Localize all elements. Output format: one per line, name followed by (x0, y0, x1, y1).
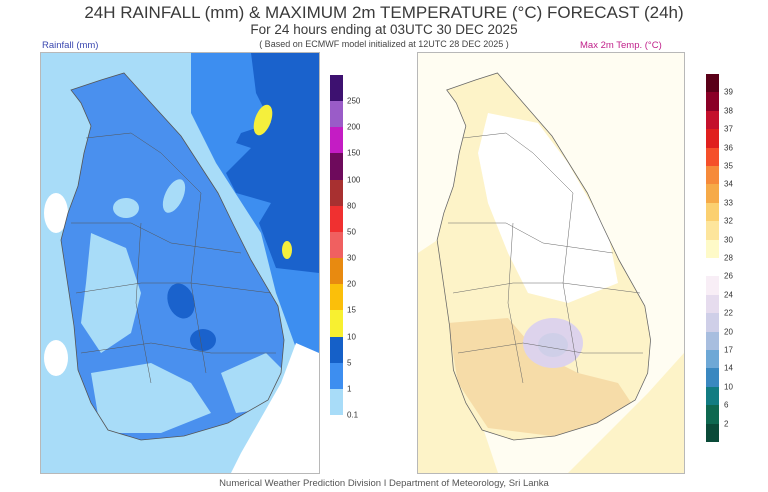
rainfall-map-label: Rainfall (mm) (42, 40, 99, 51)
colorbar-tick-label: 6 (724, 400, 729, 410)
colorbar-segment (706, 239, 719, 259)
temp-26-28-area (478, 113, 618, 303)
colorbar-tick-label: 22 (724, 308, 733, 318)
colorbar-tick-label: 50 (347, 227, 356, 237)
colorbar-tick-label: 35 (724, 161, 733, 171)
colorbar-tick-label: 10 (347, 332, 356, 342)
no-rain-area (231, 343, 319, 473)
colorbar-tick-label: 2 (724, 419, 729, 429)
model-basis: ( Based on ECMWF model initialized at 12… (259, 39, 509, 49)
colorbar-tick-label: 28 (724, 253, 733, 263)
no-rain-area (44, 340, 68, 376)
colorbar-segment (330, 179, 343, 207)
colorbar-segment (706, 423, 719, 443)
rainfall-colorbar (330, 75, 343, 416)
colorbar-tick-label: 34 (724, 179, 733, 189)
colorbar-tick-label: 20 (724, 327, 733, 337)
colorbar-tick-label: 20 (347, 279, 356, 289)
colorbar-tick-label: 37 (724, 124, 733, 134)
colorbar-segment (330, 310, 343, 338)
district-boundaries (448, 132, 643, 384)
colorbar-segment (330, 231, 343, 259)
colorbar-segment (706, 386, 719, 406)
temp-30-32-area (448, 318, 638, 438)
rain-5-10-patch (190, 329, 216, 351)
colorbar-tick-label: 15 (347, 305, 356, 315)
colorbar-segment (330, 388, 343, 416)
colorbar-segment (330, 284, 343, 311)
colorbar-tick-label: 1 (347, 384, 352, 394)
colorbar-segment (706, 74, 719, 93)
rain-light-patch (113, 198, 139, 218)
colorbar-segment (706, 184, 719, 204)
colorbar-segment (706, 129, 719, 149)
colorbar-tick-label: 39 (724, 87, 733, 97)
colorbar-segment (706, 331, 719, 351)
colorbar-segment (330, 258, 343, 285)
rain-10-15-patch (282, 241, 292, 259)
colorbar-tick-label: 150 (347, 148, 361, 158)
colorbar-tick-label: 200 (347, 122, 361, 132)
temperature-map-label: Max 2m Temp. (°C) (580, 40, 662, 51)
colorbar-segment (706, 92, 719, 112)
colorbar-segment (706, 368, 719, 388)
colorbar-tick-label: 250 (347, 96, 361, 106)
colorbar-segment (330, 205, 343, 233)
rain-10-15-patch (253, 104, 273, 136)
colorbar-segment (330, 127, 343, 154)
temperature-map (417, 52, 685, 474)
colorbar-tick-label: 80 (347, 201, 356, 211)
colorbar-segment (706, 202, 719, 222)
page-title: 24H RAINFALL (mm) & MAXIMUM 2m TEMPERATU… (84, 3, 684, 22)
colorbar-segment (706, 350, 719, 369)
colorbar-tick-label: 100 (347, 175, 361, 185)
colorbar-tick-label: 24 (724, 290, 733, 300)
colorbar-tick-label: 36 (724, 143, 733, 153)
colorbar-tick-label: 32 (724, 216, 733, 226)
temp-28-30-area (568, 353, 684, 473)
colorbar-segment (330, 101, 343, 128)
colorbar-segment (706, 147, 719, 167)
temp-20-22-area (538, 333, 568, 357)
colorbar-segment (706, 166, 719, 185)
colorbar-segment (330, 362, 343, 390)
rain-5-10-patch (167, 283, 195, 319)
rainfall-map (40, 52, 320, 474)
rain-light-patch (162, 179, 186, 213)
colorbar-segment (330, 75, 343, 102)
colorbar-segment (330, 336, 343, 364)
colorbar-tick-label: 10 (724, 382, 733, 392)
rain-ocean-heavy (226, 53, 319, 273)
colorbar-tick-label: 14 (724, 363, 733, 373)
colorbar-tick-label: 38 (724, 106, 733, 116)
forecast-period: For 24 hours ending at 03UTC 30 DEC 2025 (250, 22, 518, 37)
colorbar-tick-label: 26 (724, 271, 733, 281)
colorbar-segment (706, 110, 719, 130)
district-boundaries (71, 132, 276, 384)
colorbar-segment (706, 258, 719, 277)
colorbar-segment (706, 294, 719, 314)
no-rain-area (44, 193, 68, 233)
colorbar-segment (330, 153, 343, 181)
colorbar-tick-label: 33 (724, 198, 733, 208)
colorbar-tick-label: 30 (347, 253, 356, 263)
rain-light-patch (81, 233, 141, 353)
temperature-map-svg (418, 53, 684, 473)
colorbar-tick-label: 5 (347, 358, 352, 368)
colorbar-segment (706, 405, 719, 425)
colorbar-segment (706, 221, 719, 241)
rain-light-patch (91, 363, 211, 433)
colorbar-segment (706, 313, 719, 333)
island-outline (436, 72, 651, 441)
rainfall-map-svg (41, 53, 319, 473)
colorbar-tick-label: 0.1 (347, 410, 359, 420)
footer-credit: Numerical Weather Prediction Division I … (219, 478, 549, 489)
temperature-colorbar (706, 74, 719, 443)
colorbar-segment (706, 276, 719, 296)
colorbar-tick-label: 30 (724, 235, 733, 245)
colorbar-tick-label: 17 (724, 345, 733, 355)
